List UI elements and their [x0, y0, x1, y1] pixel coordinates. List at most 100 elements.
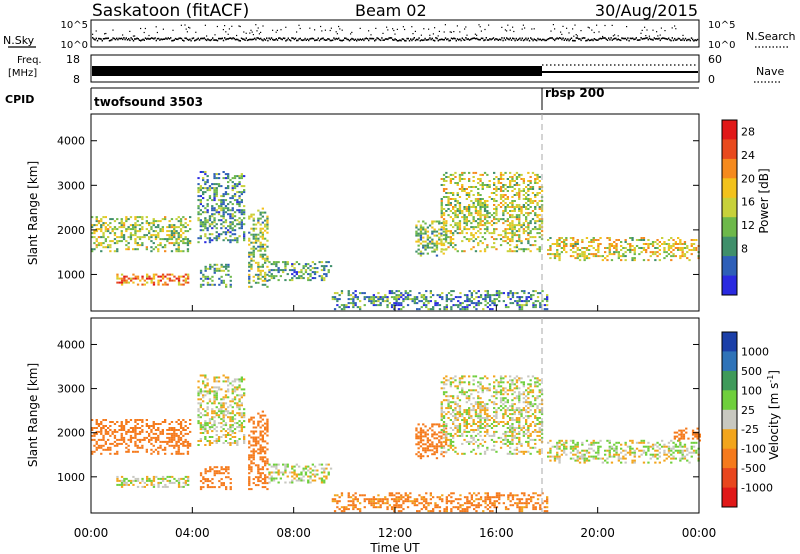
echo-cell	[583, 259, 586, 262]
echo-cell	[243, 223, 246, 226]
nsearch-point	[566, 27, 568, 29]
nsky-point	[627, 37, 629, 39]
echo-cell	[157, 224, 160, 227]
echo-cell	[173, 438, 176, 441]
echo-cell	[261, 482, 264, 485]
echo-cell	[284, 267, 287, 270]
echo-cell	[415, 230, 418, 233]
echo-cell	[429, 498, 432, 501]
echo-cell	[647, 239, 650, 241]
echo-cell	[252, 241, 255, 244]
echo-cell	[468, 300, 471, 303]
echo-cell	[222, 193, 225, 196]
echo-cell	[481, 184, 484, 186]
echo-cell	[204, 267, 207, 270]
echo-cell	[426, 441, 429, 444]
nsky-point	[597, 39, 599, 41]
echo-cell	[470, 232, 473, 235]
echo-cell	[215, 193, 218, 196]
echo-cell	[248, 265, 251, 268]
echo-cell	[227, 265, 230, 268]
echo-cell	[177, 438, 180, 441]
echo-cell	[284, 465, 287, 468]
echo-cell	[211, 279, 214, 282]
echo-cell	[161, 273, 165, 276]
echo-cell	[459, 292, 462, 295]
nsky-point	[563, 39, 565, 41]
echo-cell	[257, 470, 260, 473]
echo-cell	[266, 482, 269, 485]
echo-cell	[248, 237, 251, 240]
echo-cell	[402, 298, 405, 301]
nsearch-point	[479, 26, 481, 28]
echo-cell	[238, 221, 241, 224]
nsky-point	[603, 37, 605, 39]
echo-cell	[417, 234, 420, 237]
echo-cell	[474, 186, 478, 188]
echo-cell	[240, 380, 243, 383]
echo-cell	[125, 483, 128, 486]
nsearch-point	[453, 31, 455, 33]
nsky-point	[417, 38, 419, 41]
echo-cell	[240, 424, 243, 427]
echo-cell	[204, 217, 207, 220]
nsearch-point	[386, 26, 388, 28]
echo-cell	[261, 446, 264, 449]
echo-cell	[213, 221, 216, 224]
echo-cell	[100, 427, 103, 429]
echo-cell	[104, 442, 107, 445]
echo-cell	[479, 222, 482, 225]
echo-cell	[498, 300, 501, 303]
nsearch-point	[392, 28, 394, 30]
echo-cell	[220, 185, 223, 188]
echo-cell	[184, 479, 187, 482]
echo-cell	[236, 201, 239, 204]
echo-cell	[127, 218, 130, 221]
echo-cell	[120, 425, 123, 427]
echo-cell	[511, 200, 514, 202]
echo-cell	[120, 421, 123, 423]
echo-cell	[175, 238, 178, 241]
echo-cell	[522, 248, 525, 251]
echo-cell	[527, 204, 530, 206]
echo-cell	[202, 171, 205, 173]
echo-cell	[211, 187, 214, 190]
echo-cell	[431, 441, 434, 444]
nsky-point	[184, 37, 186, 39]
echo-cell	[233, 211, 237, 214]
echo-cell	[218, 269, 221, 272]
echo-cell	[536, 173, 539, 176]
echo-cell	[511, 196, 514, 198]
echo-cell	[484, 506, 487, 509]
echo-cell	[377, 300, 380, 303]
echo-cell	[416, 308, 419, 311]
echo-cell	[422, 240, 425, 243]
echo-cell	[236, 209, 239, 212]
echo-cell	[527, 226, 530, 229]
echo-cell	[159, 423, 162, 425]
echo-cell	[197, 183, 200, 186]
echo-cell	[164, 281, 167, 284]
echo-cell	[486, 244, 489, 247]
echo-cell	[495, 190, 498, 192]
nsky-point	[492, 37, 495, 39]
echo-cell	[231, 233, 234, 236]
echo-cell	[248, 277, 251, 280]
echo-cell	[440, 232, 443, 235]
nsky-point	[611, 39, 613, 41]
echo-cell	[539, 504, 542, 507]
echo-cell	[266, 219, 269, 222]
echo-cell	[184, 475, 187, 478]
echo-cell	[264, 219, 267, 222]
echo-cell	[197, 380, 200, 383]
nsearch-point	[521, 28, 523, 30]
echo-cell	[173, 444, 176, 447]
echo-cell	[316, 267, 319, 270]
nsearch-point	[335, 31, 337, 33]
echo-cell	[499, 244, 503, 247]
echo-cell	[127, 228, 130, 231]
echo-cell	[132, 281, 135, 284]
echo-cell	[275, 465, 278, 468]
echo-cell	[457, 304, 460, 307]
